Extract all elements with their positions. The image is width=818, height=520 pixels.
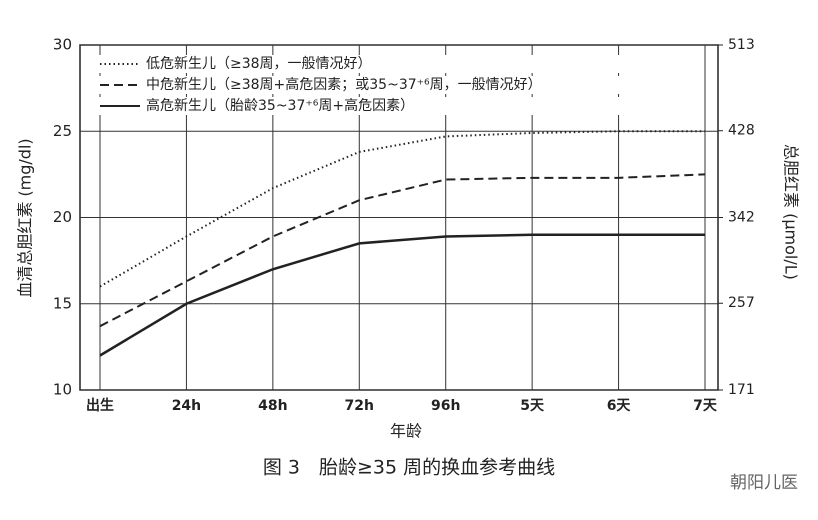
watermark: 朝阳儿医	[730, 473, 798, 493]
y-tick-label: 15	[53, 294, 72, 312]
legend-label: 中危新生儿（≥38周+高危因素；或35~37⁺⁶周，一般情况好）	[146, 76, 542, 93]
legend-bg	[95, 76, 635, 94]
x-tick-label: 48h	[258, 398, 287, 414]
x-tick-label: 72h	[345, 398, 374, 414]
y-tick-label: 30	[53, 36, 72, 54]
legend-bg	[95, 55, 635, 73]
x-tick-label: 6天	[607, 398, 632, 414]
x-tick-label: 5天	[520, 398, 545, 414]
y-tick-label: 25	[53, 122, 72, 140]
series-line	[99, 173, 706, 328]
y2-tick-label: 428	[728, 123, 755, 139]
legend-label: 低危新生儿（≥38周，一般情况好）	[146, 56, 372, 72]
legend-label: 高危新生儿（胎龄35~37⁺⁶周+高危因素）	[146, 97, 414, 114]
chart-title: 图 3 胎龄≥35 周的换血参考曲线	[263, 457, 555, 479]
y2-tick-label: 513	[728, 37, 755, 53]
x-tick-label: 出生	[86, 397, 114, 414]
y-axis-label: 血清总胆红素 (mg/dl)	[16, 138, 35, 297]
series-line	[99, 130, 705, 288]
y-tick-label: 10	[53, 381, 72, 399]
series-line	[99, 233, 705, 357]
x-tick-label: 96h	[431, 398, 460, 414]
y2-axis-label: 总胆红素 (μmol/L)	[782, 144, 801, 280]
x-tick-label: 24h	[172, 398, 201, 414]
y2-tick-label: 171	[728, 382, 755, 398]
legend-bg	[95, 97, 635, 115]
x-tick-label: 7天	[693, 398, 718, 414]
y2-tick-label: 257	[728, 295, 755, 311]
y-tick-label: 20	[53, 208, 72, 226]
y2-tick-label: 342	[728, 210, 755, 226]
x-axis-label: 年龄	[390, 422, 422, 441]
